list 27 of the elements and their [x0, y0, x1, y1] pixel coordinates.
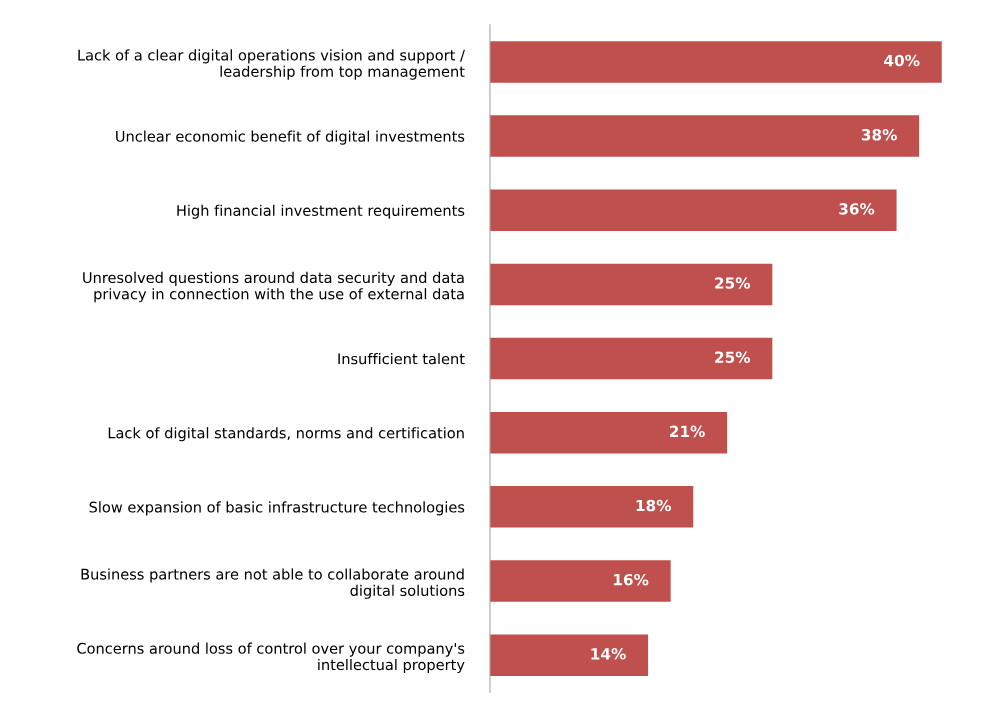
y-tick-label: Unresolved questions around data security and data privacy in connection with the use of external data: [83, 271, 464, 303]
bar: [489, 115, 920, 157]
y-tick-label: Lack of a clear digital operations vision and support / leadership from top management: [78, 49, 465, 80]
data-label: 38%: [861, 128, 897, 141]
data-label: 14%: [591, 648, 626, 660]
data-label: 25%: [715, 351, 751, 363]
bar: [489, 486, 694, 528]
y-tick-label: Business partners are not able to collaborate around digital solutions: [81, 568, 465, 599]
y-tick-label: Unclear economic benefit of digital investments: [116, 130, 465, 145]
data-label: 21%: [670, 425, 705, 438]
y-tick-label: Slow expansion of basic infrastructure technologies: [89, 501, 465, 516]
y-tick-label: Insufficient talent: [338, 353, 465, 365]
bar: [489, 337, 773, 380]
data-label: 16%: [614, 573, 649, 586]
bar: [489, 634, 649, 676]
data-label: 40%: [884, 54, 920, 67]
y-tick-label: Lack of digital standards, norms and certification: [108, 427, 464, 442]
bar: [489, 263, 773, 306]
data-label: 36%: [839, 203, 875, 215]
y-tick-label: High financial investment requirements: [177, 204, 465, 219]
bar: [489, 189, 897, 231]
bar: [489, 411, 728, 454]
data-label: 18%: [636, 499, 672, 512]
data-label: 25%: [715, 277, 751, 289]
bar: [489, 560, 671, 602]
y-tick-label: Concerns around loss of control over your company's intellectual property: [77, 642, 465, 674]
bar: [489, 41, 942, 83]
